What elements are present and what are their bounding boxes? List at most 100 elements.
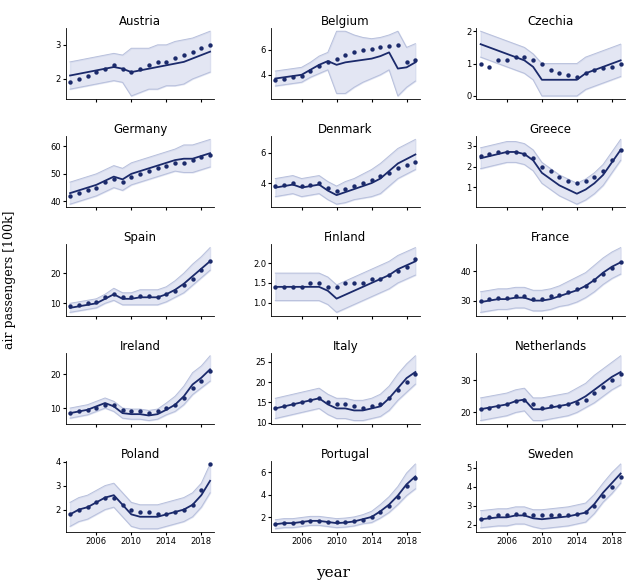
Point [401,262,412,272]
Point [493,147,503,157]
Point [144,166,154,175]
Point [305,278,316,287]
Point [519,395,529,404]
Point [563,511,573,520]
Point [288,73,298,82]
Point [349,181,359,191]
Title: Greece: Greece [530,123,572,136]
Point [314,394,324,403]
Title: Finland: Finland [324,231,367,244]
Point [607,156,617,165]
Point [83,503,93,512]
Point [589,388,600,398]
Point [205,257,215,266]
Point [118,500,128,510]
Point [484,149,495,159]
Point [502,56,512,65]
Point [598,491,608,501]
Point [179,158,189,167]
Point [367,44,377,53]
Point [91,297,101,307]
Point [401,58,412,67]
Point [144,507,154,517]
Point [332,517,342,526]
Point [135,507,145,517]
Title: Austria: Austria [119,15,161,28]
Point [598,382,608,391]
Point [305,66,316,76]
Point [83,186,93,195]
Point [493,401,503,410]
Title: Sweden: Sweden [527,448,574,461]
Point [563,71,573,80]
Point [109,400,119,409]
Point [144,409,154,418]
Point [589,173,600,182]
Point [358,178,368,188]
Point [161,510,172,519]
Point [100,400,110,409]
Point [410,157,420,167]
Point [135,64,145,73]
Point [332,186,342,195]
Point [170,54,180,63]
Point [118,293,128,302]
Point [493,293,503,303]
Point [537,403,547,412]
Point [305,180,316,189]
Point [607,264,617,273]
Point [270,282,280,292]
Point [502,293,512,303]
Point [323,282,333,292]
Point [91,498,101,507]
Point [118,177,128,187]
Point [188,500,198,510]
Point [91,403,101,413]
Point [511,292,521,301]
Point [65,191,75,201]
Point [196,153,207,162]
Point [161,290,172,299]
Point [519,149,529,159]
Point [384,41,394,51]
Point [83,298,93,308]
Title: Ireland: Ireland [120,340,161,353]
Point [205,459,215,469]
Point [580,507,591,517]
Point [205,150,215,159]
Point [401,377,412,387]
Point [484,294,495,304]
Text: year: year [316,566,350,580]
Point [109,493,119,503]
Point [296,398,307,407]
Point [74,74,84,83]
Title: France: France [531,231,570,244]
Point [288,518,298,528]
Point [65,409,75,418]
Point [384,168,394,177]
Point [109,175,119,184]
Point [554,69,564,78]
Point [332,400,342,409]
Point [476,515,486,524]
Point [410,55,420,65]
Point [152,407,163,416]
Point [367,275,377,284]
Point [100,64,110,73]
Point [375,507,385,517]
Point [74,407,84,416]
Point [314,61,324,71]
Point [279,282,289,292]
Point [161,403,172,413]
Point [188,383,198,392]
Point [100,177,110,187]
Point [65,510,75,519]
Point [367,513,377,522]
Point [589,65,600,75]
Point [74,300,84,310]
Point [598,269,608,279]
Point [314,278,324,287]
Point [179,394,189,403]
Point [296,282,307,292]
Point [109,61,119,70]
